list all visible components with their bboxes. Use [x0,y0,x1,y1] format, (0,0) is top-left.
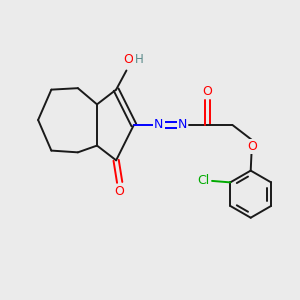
Text: O: O [123,53,133,66]
Text: O: O [248,140,257,153]
Text: O: O [115,185,124,198]
Text: O: O [202,85,212,98]
Text: H: H [134,53,143,66]
Text: N: N [178,118,187,131]
Text: Cl: Cl [198,174,210,187]
Text: N: N [154,118,164,131]
